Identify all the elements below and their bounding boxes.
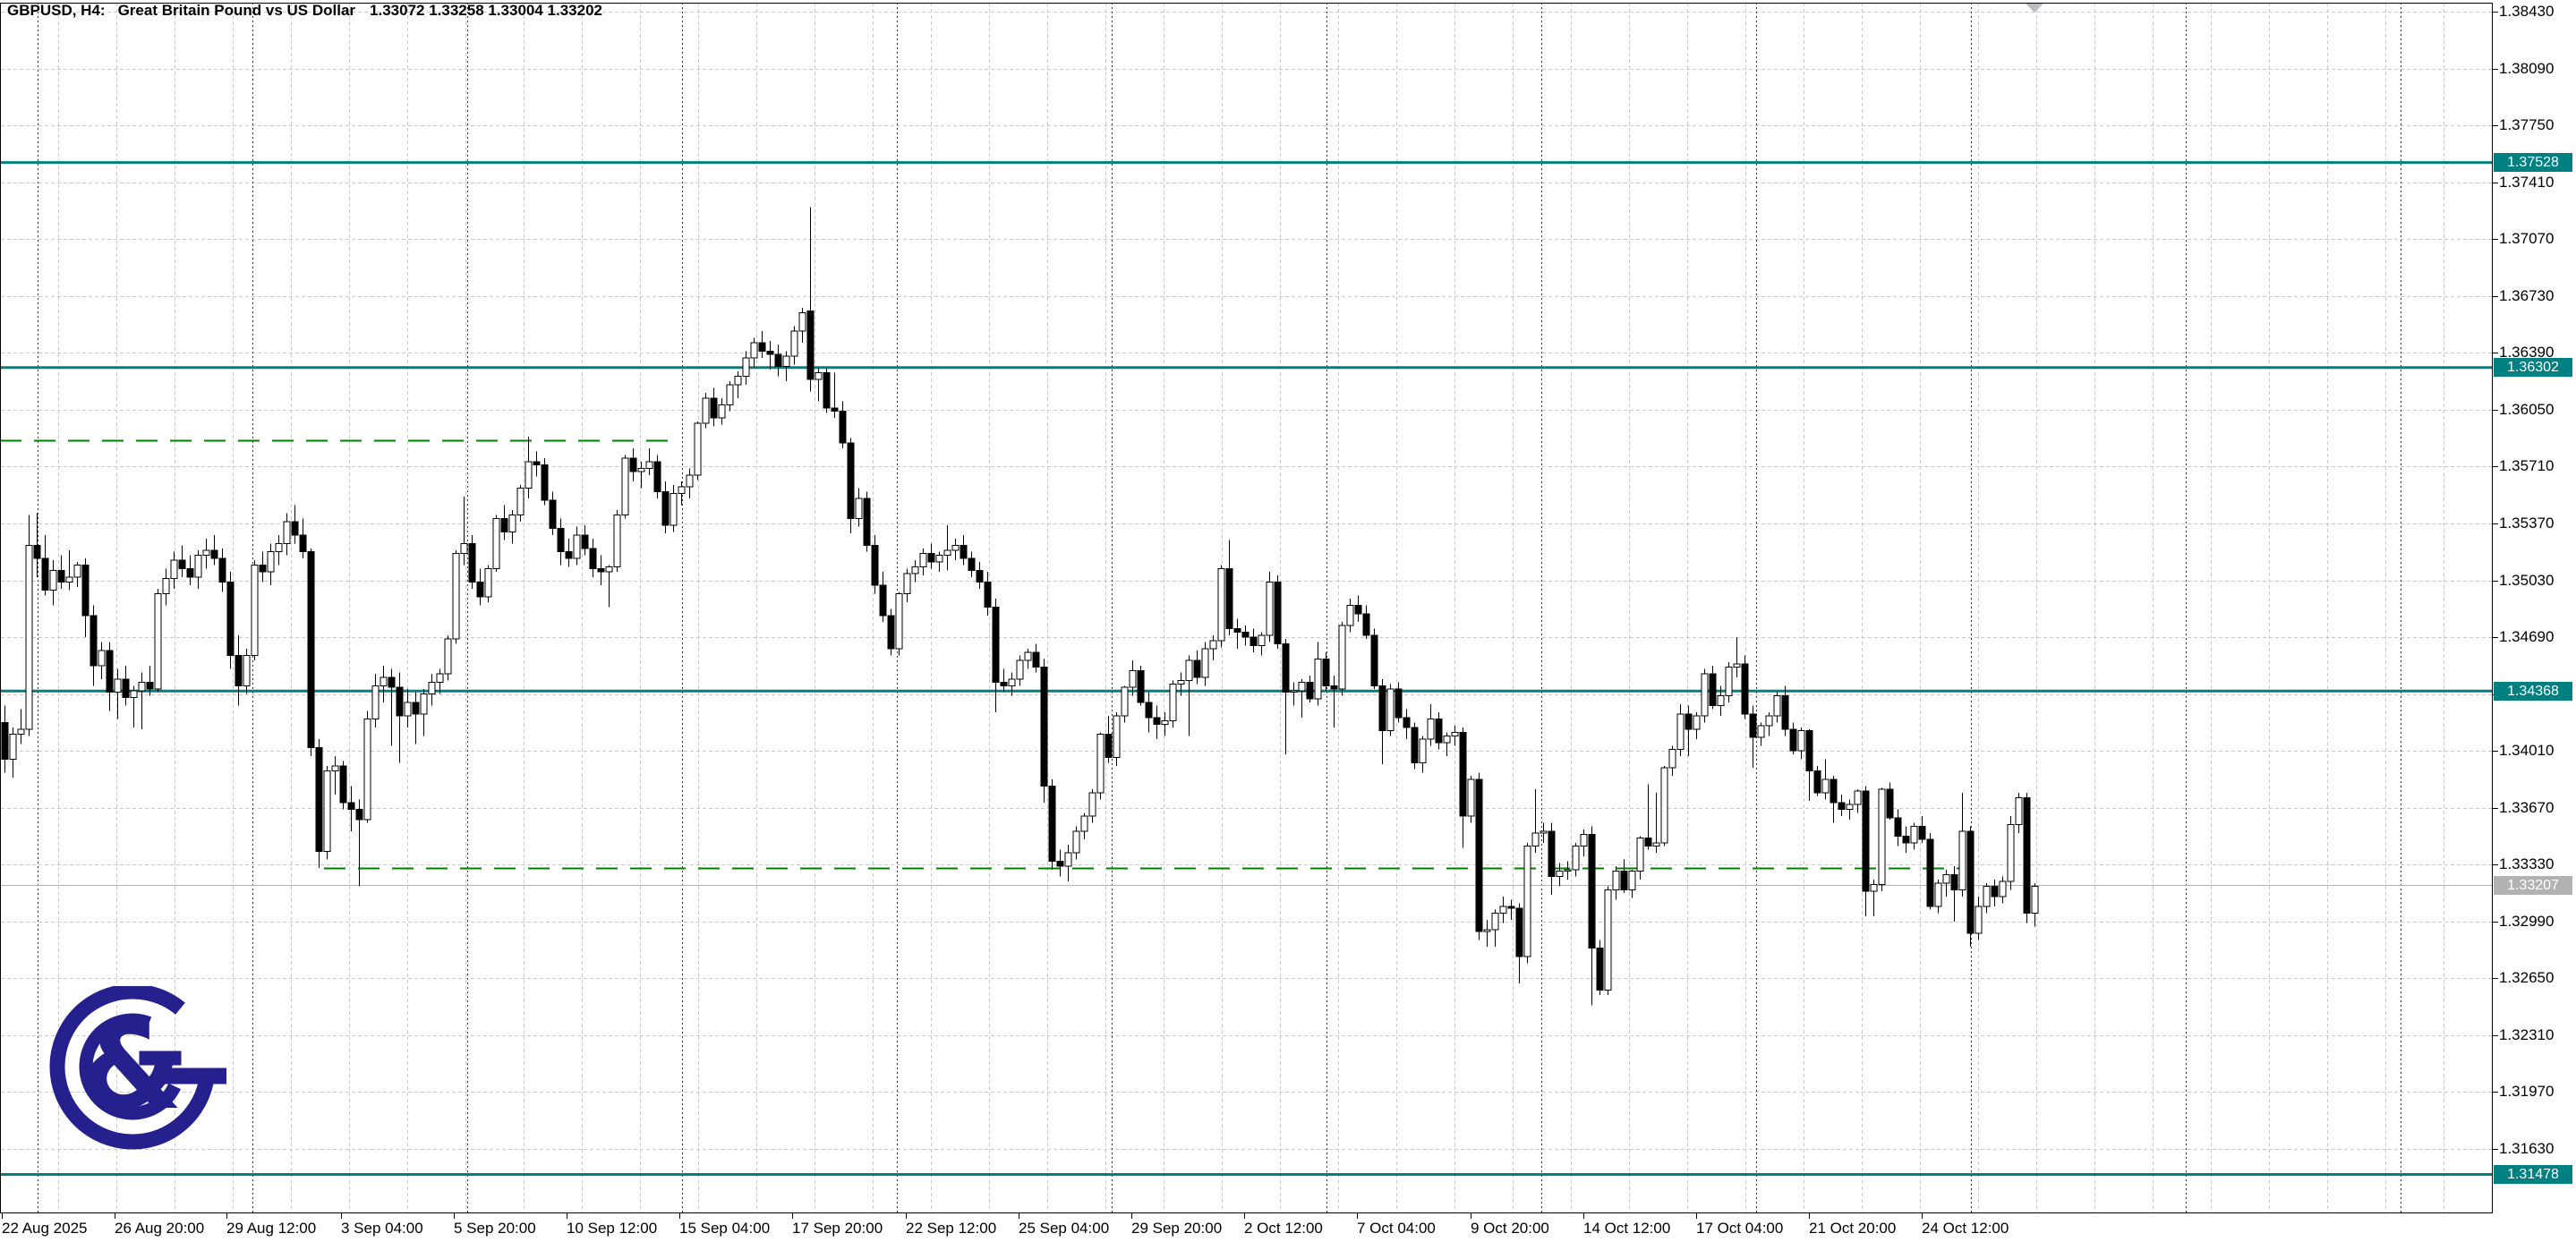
grid [1,3,2492,1212]
time-axis-label: 3 Sep 04:00 [341,1220,423,1237]
price-axis-label: 1.33330 [2499,855,2555,873]
candles [1,207,2039,1006]
price-axis-label: 1.31970 [2499,1083,2555,1101]
price-axis-label: 1.31630 [2499,1140,2555,1158]
price-axis-label: 1.36390 [2499,344,2555,362]
price-axis-label: 1.32650 [2499,969,2555,987]
broker-logo: & [49,986,226,1150]
svg-text:&: & [80,999,183,1136]
symbol-period-label: GBPUSD, H4: [7,2,106,19]
time-axis-label: 15 Sep 04:00 [679,1220,771,1237]
price-axis-label: 1.36050 [2499,400,2555,418]
price-axis-label: 1.38430 [2499,3,2555,20]
time-axis-label: 26 Aug 20:00 [115,1220,205,1237]
price-axis-label: 1.35030 [2499,571,2555,589]
time-axis-label: 10 Sep 12:00 [567,1220,658,1237]
level-price-badge: 1.31478 [2494,1164,2572,1184]
time-axis-label: 17 Sep 20:00 [792,1220,883,1237]
chart-title: GBPUSD, H4: Great Britain Pound vs US Dol… [7,2,602,20]
level-price-badge: 1.36302 [2494,358,2572,378]
price-axis-label: 1.32310 [2499,1025,2555,1043]
level-price-badge: 1.37528 [2494,153,2572,173]
time-axis-label: 9 Oct 20:00 [1471,1220,1549,1237]
quote-ohlc-values: 1.33072 1.33258 1.33004 1.33202 [370,2,603,19]
price-axis-label: 1.32990 [2499,912,2555,930]
time-axis-label: 29 Aug 12:00 [226,1220,317,1237]
chart-shift-marker-icon [2026,4,2043,13]
time-axis-label: 17 Oct 04:00 [1696,1220,1784,1237]
time-axis-label: 22 Aug 2025 [2,1220,88,1237]
price-axis-label: 1.36730 [2499,286,2555,304]
logo-g-ampersand-mark: & [49,986,226,1150]
price-axis-label: 1.37750 [2499,116,2555,134]
time-axis-label: 14 Oct 12:00 [1583,1220,1671,1237]
price-axis-label: 1.35370 [2499,514,2555,532]
price-axis-label: 1.37410 [2499,173,2555,191]
price-axis-label: 1.37070 [2499,230,2555,248]
price-axis-label: 1.35710 [2499,457,2555,475]
symbol-description-label: Great Britain Pound vs US Dollar [117,2,356,19]
time-axis-label: 7 Oct 04:00 [1357,1220,1436,1237]
time-axis-label: 24 Oct 12:00 [1922,1220,2009,1237]
level-price-badge: 1.34368 [2494,681,2572,701]
price-axis-label: 1.38090 [2499,59,2555,77]
price-axis-label: 1.33670 [2499,798,2555,816]
time-axis-label: 29 Sep 20:00 [1131,1220,1223,1237]
time-axis-label: 2 Oct 12:00 [1244,1220,1323,1237]
time-axis-label: 22 Sep 12:00 [906,1220,997,1237]
price-axis-label: 1.34010 [2499,742,2555,760]
current-price-badge: 1.33207 [2494,875,2572,895]
time-axis-label: 21 Oct 20:00 [1809,1220,1897,1237]
time-axis-label: 5 Sep 20:00 [454,1220,536,1237]
time-axis-label: 25 Sep 04:00 [1019,1220,1110,1237]
price-axis-label: 1.34690 [2499,628,2555,646]
